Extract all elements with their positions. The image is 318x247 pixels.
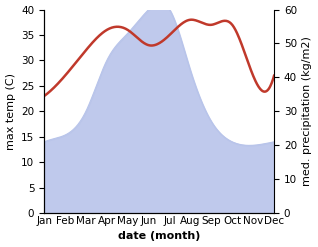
X-axis label: date (month): date (month): [118, 231, 200, 242]
Y-axis label: max temp (C): max temp (C): [5, 73, 16, 150]
Y-axis label: med. precipitation (kg/m2): med. precipitation (kg/m2): [302, 36, 313, 186]
